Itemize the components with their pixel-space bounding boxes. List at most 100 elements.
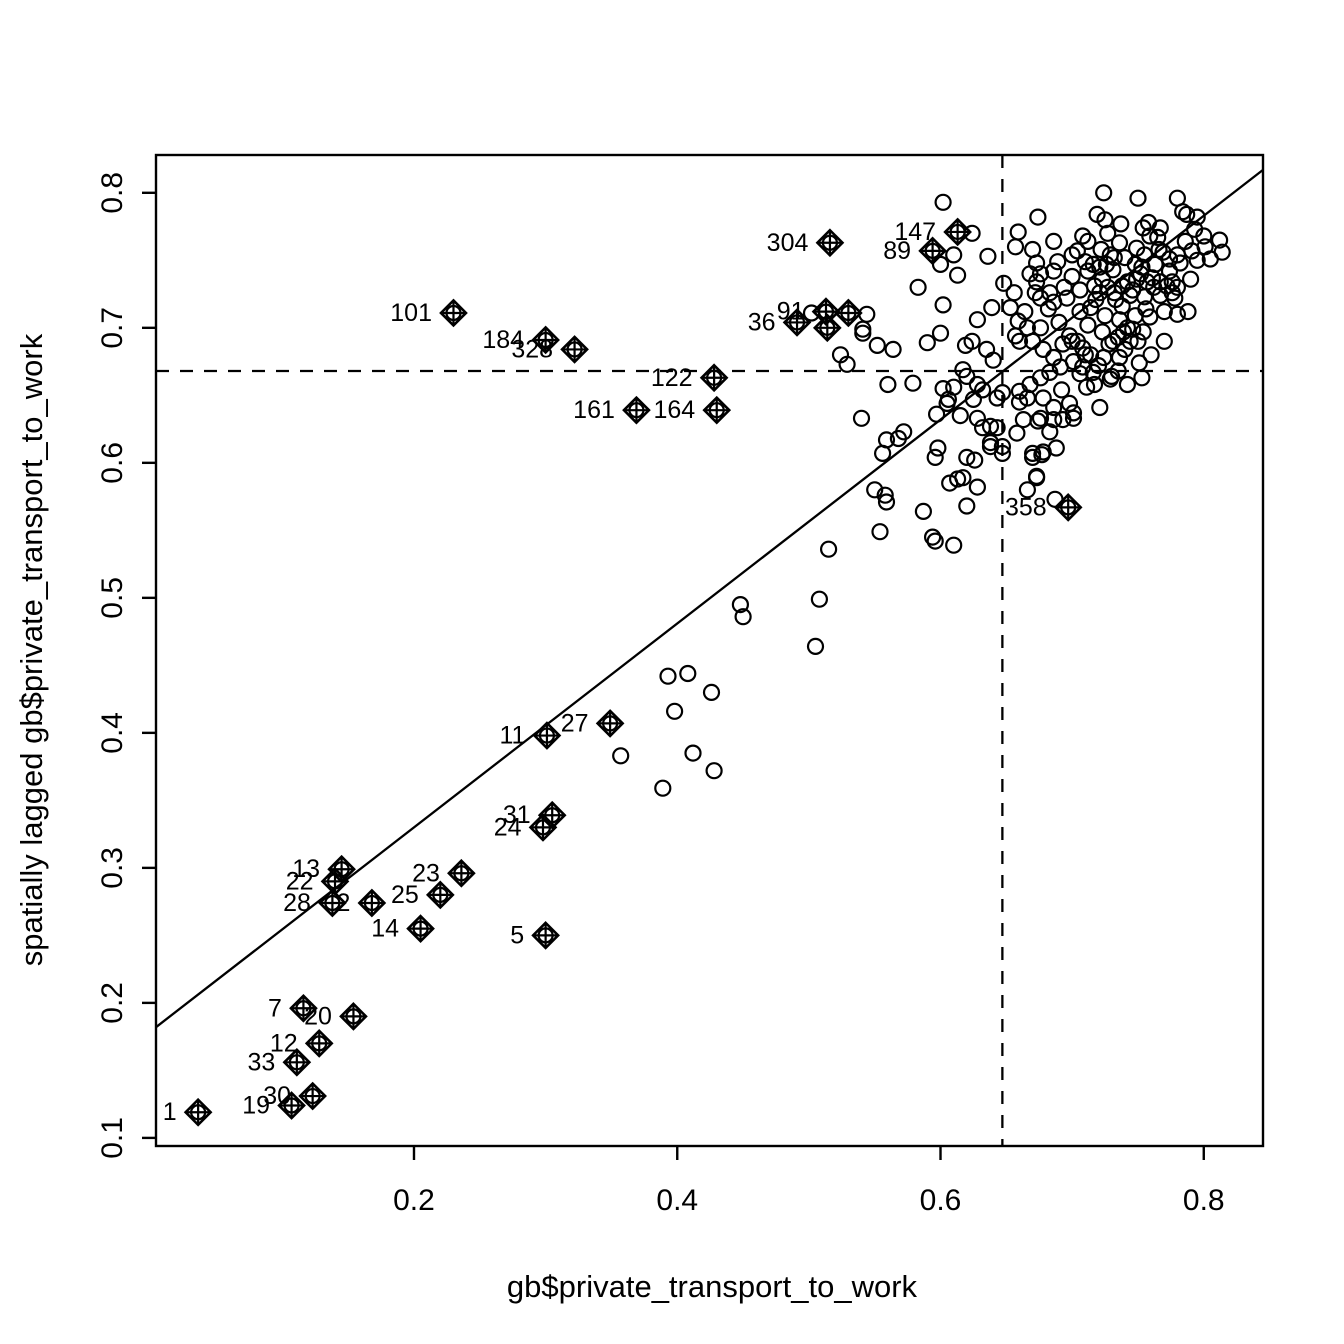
data-point-circle (914, 502, 933, 520)
data-point-circle (1045, 411, 1063, 429)
data-point-circle (1099, 224, 1117, 242)
data-point-circle (1095, 184, 1113, 202)
influential-point-marker (357, 888, 387, 918)
data-point-circle (1050, 313, 1068, 331)
influential-point-label: 122 (651, 364, 693, 392)
data-point-circle (612, 747, 630, 765)
data-point-circle (981, 434, 1000, 452)
data-point-circle (1151, 219, 1169, 237)
influential-point-marker (298, 1081, 327, 1111)
data-point-circle (926, 532, 944, 550)
data-point-circle (1021, 265, 1039, 283)
data-point-circle (1135, 246, 1154, 264)
data-point-circle (1063, 246, 1081, 264)
influential-point-marker (425, 880, 455, 910)
data-point-circle (1051, 358, 1069, 376)
data-point-circle (1005, 284, 1023, 302)
data-point-circle (973, 381, 992, 399)
data-point-circle (941, 474, 959, 492)
influential-point-label: 14 (371, 915, 399, 943)
influential-point-label: 304 (767, 229, 809, 257)
y-axis-title: spatially lagged gb$private_transport_to… (14, 333, 49, 966)
data-point-circle (702, 683, 721, 702)
data-point-circle (1089, 357, 1108, 375)
data-point-circle (1008, 424, 1026, 442)
data-point-circle (1124, 281, 1142, 299)
data-point-circle (1137, 300, 1155, 318)
influential-point-marker (339, 1002, 368, 1031)
data-point-circle (1134, 219, 1152, 237)
data-point-circle (1045, 262, 1063, 280)
influential-point-marker (277, 1091, 306, 1120)
data-point-circle (948, 266, 967, 284)
data-point-circle (1145, 278, 1163, 296)
data-point-circle (1160, 250, 1179, 268)
influential-point-label: 19 (242, 1092, 270, 1120)
data-point-circle (1054, 411, 1072, 429)
influential-point-marker (531, 325, 560, 355)
data-point-circle (1149, 228, 1167, 246)
influential-point-label: 36 (748, 308, 776, 336)
data-point-circle (1039, 300, 1058, 318)
influential-point-marker (183, 1097, 213, 1127)
influential-point-label: 11 (499, 722, 525, 750)
data-point-circle (1041, 423, 1059, 441)
data-point-circle (1047, 439, 1065, 457)
data-point-circle (884, 340, 902, 358)
data-point-circle (1079, 316, 1097, 334)
data-point-circle (1079, 262, 1097, 280)
data-point-circle (1010, 393, 1029, 411)
data-point-circle (1077, 378, 1096, 396)
influential-point-marker (406, 914, 435, 943)
influential-point-label: 27 (561, 709, 589, 737)
data-point-circle (945, 246, 963, 264)
influential-point-marker (918, 236, 947, 266)
data-point-circle (988, 389, 1006, 407)
influential-point-marker (834, 298, 863, 328)
influential-point-label: 25 (391, 881, 419, 909)
data-point-circle (968, 409, 987, 427)
x-tick-label: 0.8 (1183, 1184, 1225, 1217)
data-point-circle (995, 274, 1013, 292)
influential-point-label: 12 (270, 1029, 298, 1057)
data-point-circle (1185, 220, 1204, 238)
influential-point-label: 2 (336, 889, 350, 917)
data-point-circle (1116, 340, 1134, 358)
data-point-circle (934, 193, 952, 211)
data-point-circle (977, 340, 996, 358)
data-point-circle (968, 478, 987, 496)
data-point-circle (1118, 375, 1137, 394)
data-point-circle (858, 305, 876, 323)
data-point-circle (1155, 303, 1173, 321)
data-point-circle (1091, 398, 1109, 417)
influential-point-label: 28 (283, 889, 311, 917)
data-point-circle (1055, 278, 1073, 296)
data-point-circle (958, 448, 976, 466)
data-point-circle (1110, 234, 1129, 252)
data-point-circle (1087, 290, 1105, 309)
data-point-circle (1105, 249, 1123, 267)
data-point-circle (1155, 332, 1173, 350)
influential-point-label: 161 (573, 396, 615, 424)
influential-point-label: 30 (263, 1082, 291, 1110)
data-point-circle (679, 664, 697, 683)
data-point-circle (963, 332, 981, 350)
influential-point-label: 13 (292, 855, 320, 883)
y-tick-label: 0.4 (96, 712, 129, 754)
influential-point-marker (447, 858, 476, 888)
y-tick-label: 0.1 (96, 1117, 129, 1159)
influential-point-marker (560, 335, 589, 364)
data-point-circle (731, 595, 750, 614)
y-tick-label: 0.5 (96, 577, 129, 619)
influential-point-marker (943, 217, 972, 247)
data-point-circle (1041, 363, 1059, 381)
data-point-circle (1104, 332, 1122, 350)
influential-point-marker (699, 363, 729, 393)
data-point-circle (1163, 273, 1181, 291)
data-point-circle (1031, 409, 1050, 427)
data-point-circle (889, 429, 908, 448)
data-point-circle (734, 608, 752, 626)
data-point-circle (1160, 262, 1179, 280)
